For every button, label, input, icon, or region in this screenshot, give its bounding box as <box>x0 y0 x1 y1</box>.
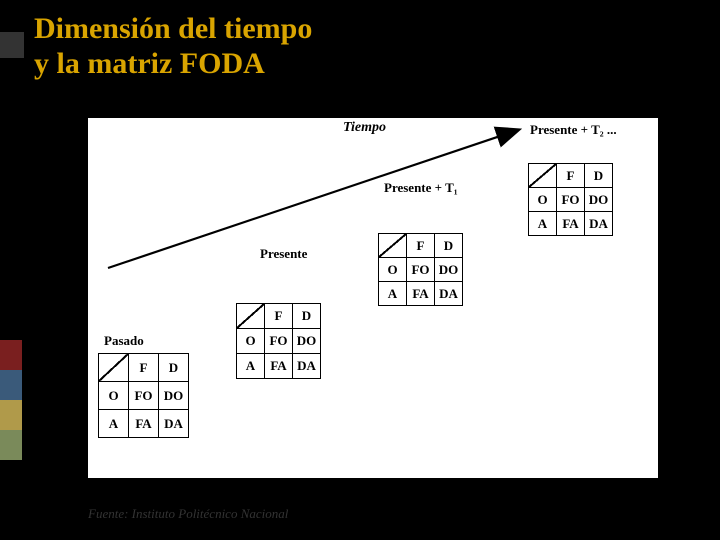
label-presente: Presente <box>260 246 307 262</box>
tiempo-label: Tiempo <box>343 120 386 136</box>
accent-bar <box>0 32 24 58</box>
title-line-2: y la matriz FODA <box>34 47 265 80</box>
foda-time-diagram: Tiempo Pasado FD OFODO AFADA Presente FD… <box>88 118 658 478</box>
matrix-presente: FD OFODO AFADA <box>236 303 321 379</box>
slide-title: Dimensión del tiempo y la matriz FODA <box>0 0 720 81</box>
matrix-t1: FD OFODO AFADA <box>378 233 463 306</box>
accent-strip <box>0 340 22 460</box>
label-pasado: Pasado <box>104 333 144 349</box>
matrix-t2: FD OFODO AFADA <box>528 163 613 236</box>
label-presente-t2: Presente + T₂ ... <box>530 122 617 138</box>
title-line-1: Dimensión del tiempo <box>34 12 312 45</box>
label-presente-t1: Presente + T₁ <box>384 180 458 196</box>
matrix-pasado: FD OFODO AFADA <box>98 353 189 438</box>
source-label: Fuente: Instituto Politécnico Nacional <box>88 506 288 522</box>
